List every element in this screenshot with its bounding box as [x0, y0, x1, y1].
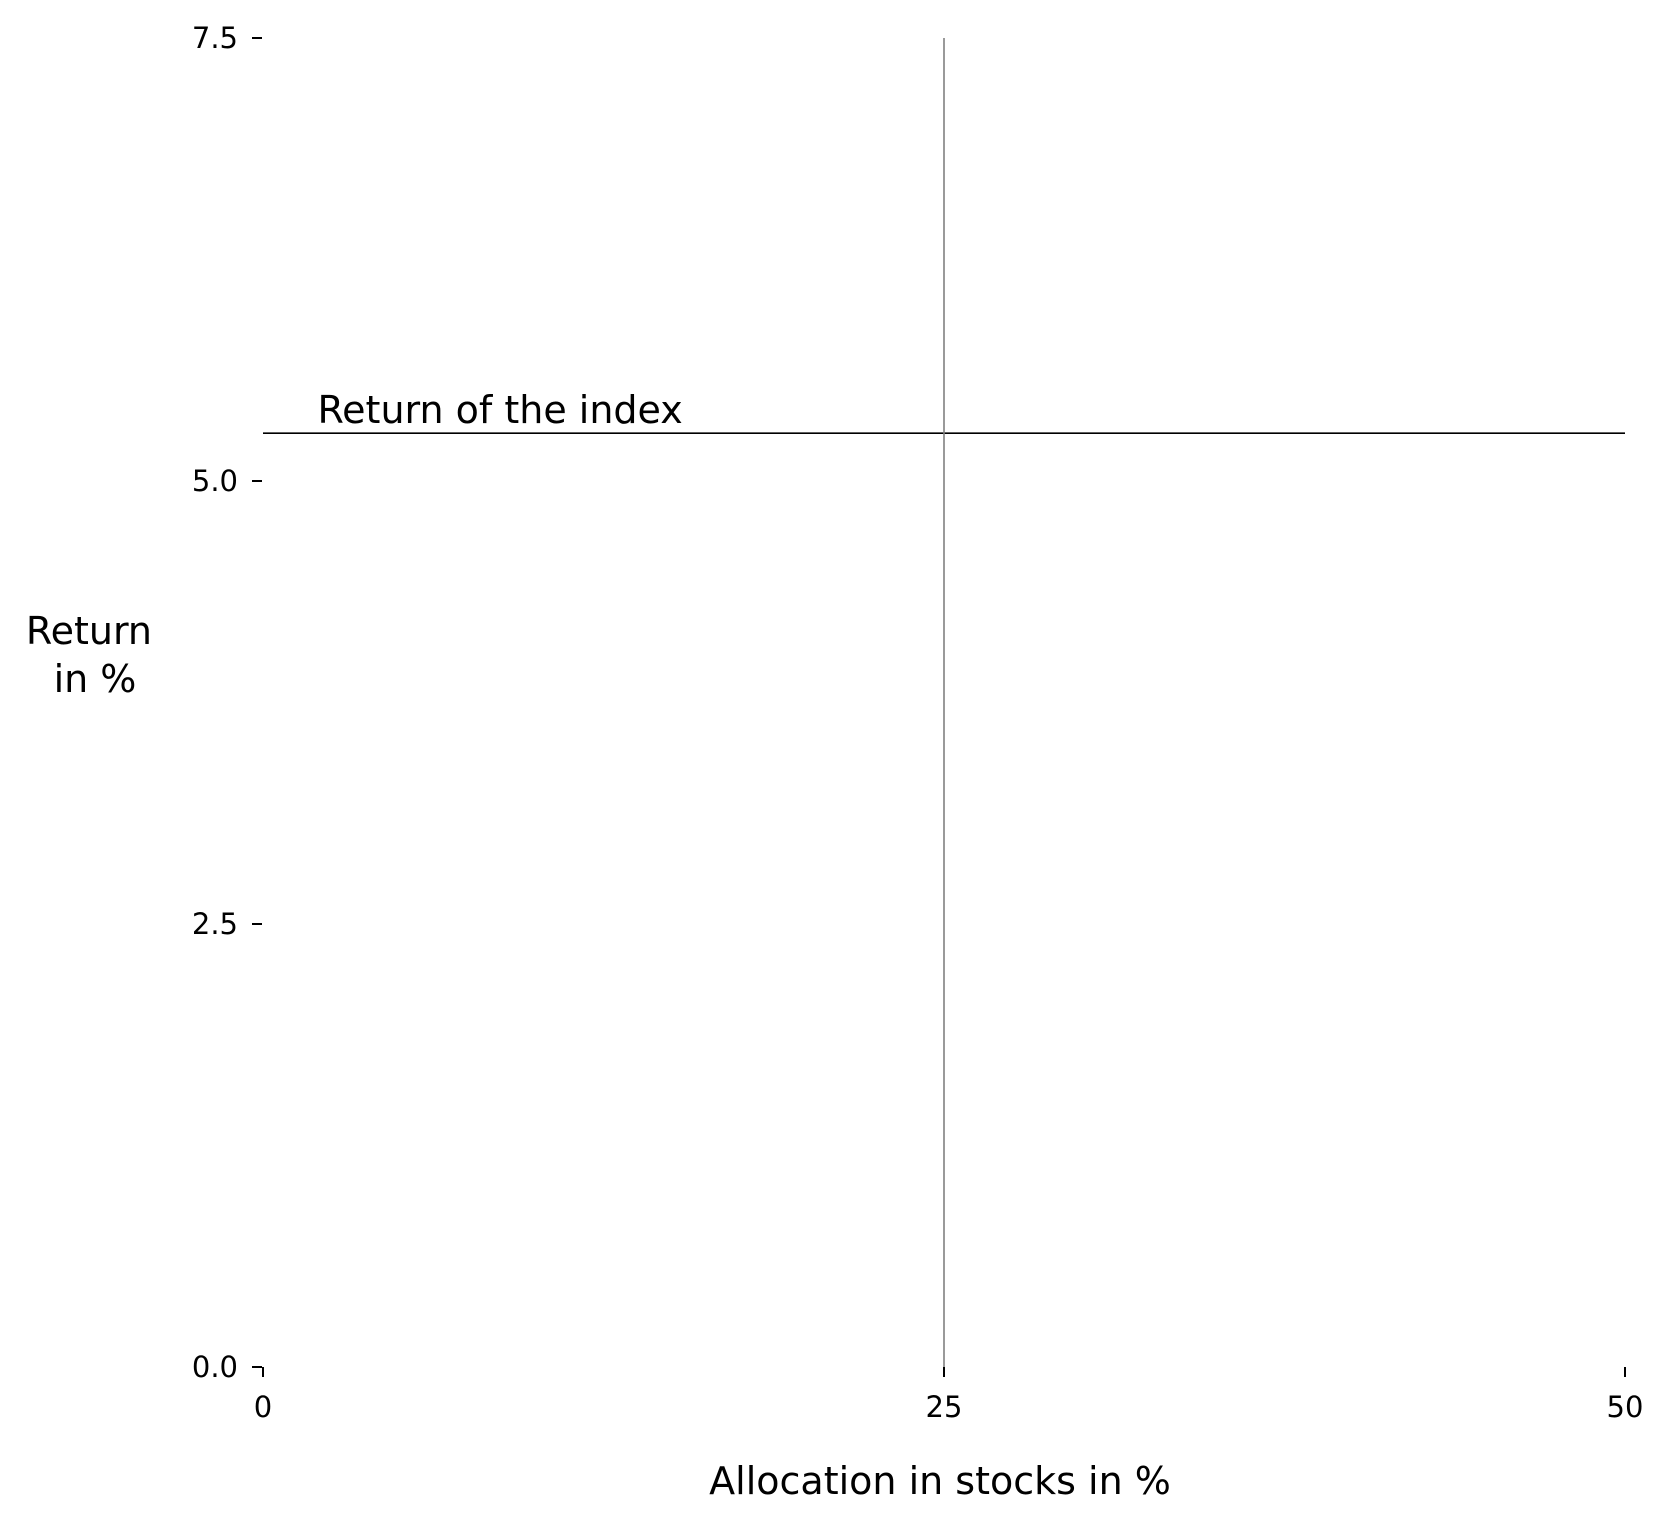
y-axis-title-line-2: in % — [54, 657, 137, 701]
annotations: Return of the index — [317, 388, 682, 432]
x-axis-title: Allocation in stocks in % — [709, 1459, 1171, 1503]
reference-lines — [263, 38, 1625, 1367]
y-axis-title: Return in % — [26, 609, 164, 701]
y-tick-label: 2.5 — [192, 907, 238, 941]
y-axis-ticks: 0.0 2.5 5.0 7.5 — [192, 21, 262, 1384]
y-tick-label: 7.5 — [192, 21, 238, 55]
y-axis-title-line-1: Return — [26, 609, 152, 653]
x-tick-label: 0 — [254, 1390, 272, 1424]
y-tick-label: 0.0 — [192, 1350, 238, 1384]
y-tick-label: 5.0 — [192, 464, 238, 498]
annotation-label: Return of the index — [317, 388, 682, 432]
x-tick-label: 25 — [926, 1390, 963, 1424]
x-tick-label: 50 — [1607, 1390, 1644, 1424]
x-axis-ticks: 0 25 50 — [254, 1367, 1644, 1424]
plot-area: 0 25 50 0.0 2.5 5.0 7.5 Return of the index — [192, 21, 1644, 1424]
